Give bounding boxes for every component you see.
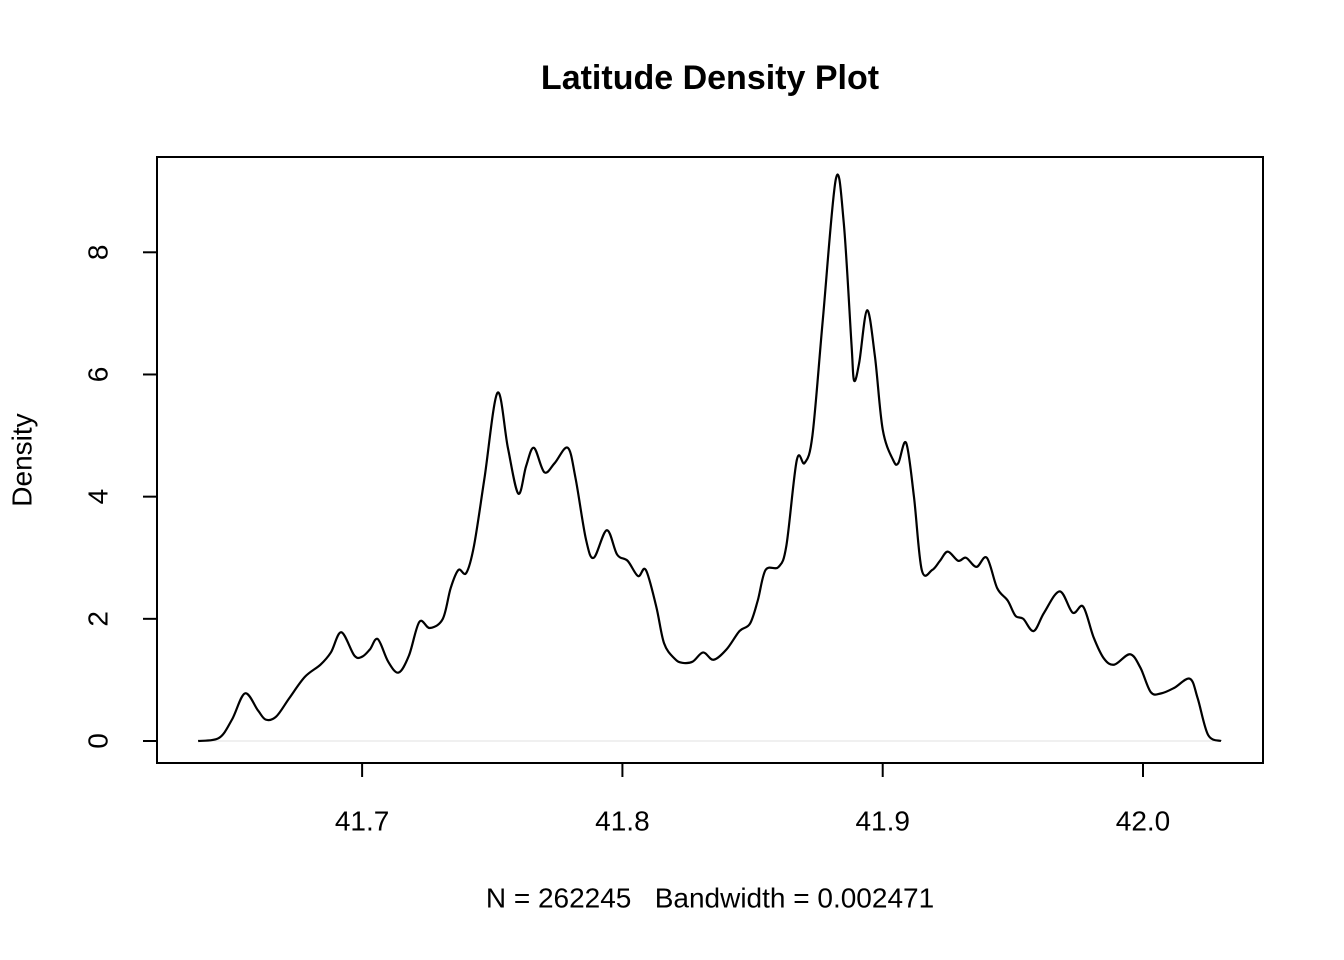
chart-title: Latitude Density Plot [541,59,879,97]
y-tick-label: 0 [82,733,113,749]
y-axis-label: Density [6,413,37,506]
y-tick-label: 8 [82,245,113,261]
x-tick-label: 41.9 [855,805,910,836]
x-axis-label: N = 262245 Bandwidth = 0.002471 [486,882,934,913]
x-tick-label: 41.8 [595,805,650,836]
plot-frame [156,156,1264,764]
y-tick-label: 2 [82,611,113,627]
density-line [197,173,1222,743]
x-tick-label: 41.7 [335,805,390,836]
y-tick-label: 6 [82,367,113,383]
y-tick-label: 4 [82,489,113,505]
x-tick-label: 42.0 [1116,805,1171,836]
